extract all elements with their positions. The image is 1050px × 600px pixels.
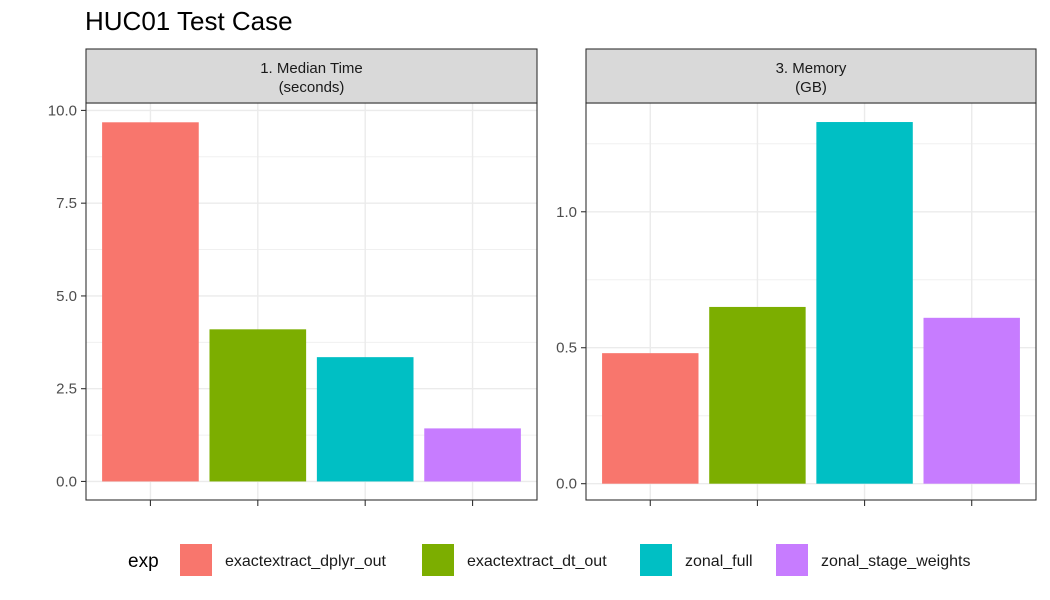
facet-strip-label: 1. Median Time: [260, 60, 363, 77]
bar-exactextract_dt_out: [209, 329, 307, 482]
y-tick-label: 0.5: [556, 340, 577, 357]
bar-exactextract_dt_out: [709, 306, 806, 484]
legend-label-zonal_stage_weights: zonal_stage_weights: [821, 553, 970, 570]
legend-title: exp: [128, 551, 159, 572]
legend-label-exactextract_dt_out: exactextract_dt_out: [467, 553, 607, 570]
bar-zonal_stage_weights: [923, 317, 1020, 484]
y-tick-label: 0.0: [56, 473, 77, 490]
y-tick-label: 2.5: [56, 381, 77, 398]
facet-strip: [85, 48, 538, 104]
y-tick-label: 10.0: [48, 102, 77, 119]
legend-label-zonal_full: zonal_full: [685, 553, 753, 570]
legend-key-zonal_stage_weights: [776, 544, 808, 576]
legend-key-exactextract_dplyr_out: [180, 544, 212, 576]
legend-label-exactextract_dplyr_out: exactextract_dplyr_out: [225, 553, 387, 570]
facet-strip-unit: (seconds): [279, 79, 345, 96]
facet-strip-label: 3. Memory: [776, 60, 847, 77]
bar-zonal_full: [316, 357, 414, 482]
bar-zonal_stage_weights: [424, 428, 521, 482]
y-tick-label: 1.0: [556, 204, 577, 221]
y-tick-label: 0.0: [556, 476, 577, 493]
y-tick-label: 5.0: [56, 288, 77, 305]
legend-key-zonal_full: [640, 544, 672, 576]
y-tick-label: 7.5: [56, 195, 77, 212]
bar-zonal_full: [816, 122, 913, 484]
chart-title: HUC01 Test Case: [85, 6, 293, 36]
facet-strip: [585, 48, 1037, 104]
legend-key-exactextract_dt_out: [422, 544, 454, 576]
bar-exactextract_dplyr_out: [102, 122, 199, 482]
facet-strip-unit: (GB): [795, 79, 827, 96]
bar-exactextract_dplyr_out: [602, 353, 699, 484]
